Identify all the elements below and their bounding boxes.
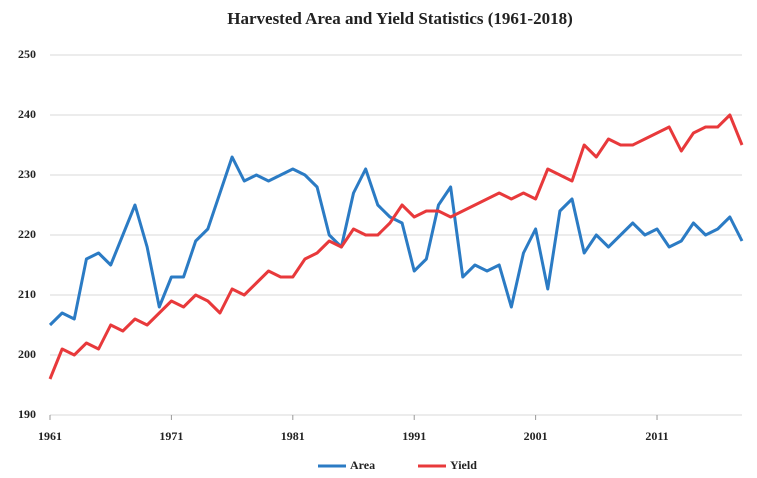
legend-label: Area (350, 458, 375, 472)
y-tick-label: 230 (18, 167, 36, 181)
x-tick-label: 1981 (281, 429, 305, 443)
x-tick-label: 2011 (645, 429, 668, 443)
y-tick-label: 200 (18, 347, 36, 361)
x-tick-label: 1961 (38, 429, 62, 443)
y-tick-label: 240 (18, 107, 36, 121)
y-tick-label: 210 (18, 287, 36, 301)
y-tick-label: 250 (18, 47, 36, 61)
series-line (48, 113, 744, 380)
x-tick-label: 2001 (524, 429, 548, 443)
x-tick-label: 1991 (402, 429, 426, 443)
y-tick-label: 190 (18, 407, 36, 421)
y-tick-label: 220 (18, 227, 36, 241)
legend-label: Yield (450, 458, 477, 472)
chart-title: Harvested Area and Yield Statistics (196… (227, 9, 572, 28)
x-tick-label: 1971 (159, 429, 183, 443)
series-line (48, 155, 744, 327)
